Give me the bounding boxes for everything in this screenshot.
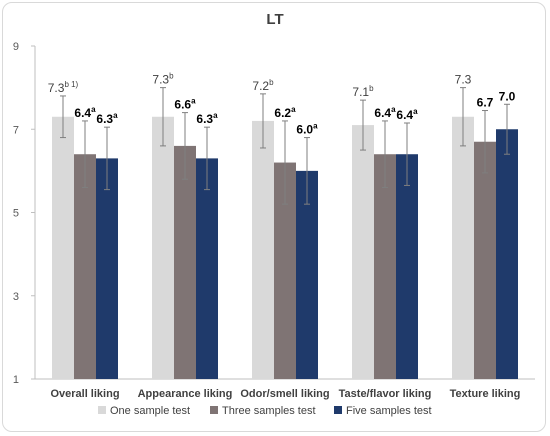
bar [474, 141, 496, 379]
data-label: 6.2a [274, 105, 296, 120]
error-bar [482, 110, 488, 174]
data-label: 6.4a [74, 105, 96, 120]
bar [352, 125, 374, 380]
legend-item: Three samples test [210, 405, 316, 417]
error-bar [204, 126, 210, 191]
significance-superscript: a [191, 97, 196, 106]
category-label: Odor/smell liking [240, 388, 329, 400]
significance-superscript: b [269, 78, 274, 87]
bar [452, 116, 474, 379]
significance-superscript: a [91, 105, 96, 114]
bar [152, 116, 174, 379]
axes: 1 3 5 7 9 Overall liking Appearance liking Odor… [13, 41, 535, 400]
error-bar [382, 120, 388, 189]
error-bar [160, 87, 166, 147]
data-label: 7.3b [152, 72, 174, 87]
legend-label: Five samples test [346, 405, 432, 417]
error-bar [304, 137, 310, 205]
bar [174, 145, 196, 379]
significance-superscript: a [291, 105, 296, 114]
bar [396, 154, 418, 379]
category-label: Appearance liking [138, 388, 233, 400]
error-bar [260, 93, 266, 149]
bar [74, 154, 96, 379]
legend-label: One sample test [110, 405, 190, 417]
data-label: 6.6a [174, 97, 196, 112]
bar [296, 170, 318, 379]
data-labels-group: 7.3b 1)6.4a6.3a7.3b6.6a6.3a7.2b6.2a6.0a7… [48, 72, 516, 137]
data-label: 6.3a [196, 111, 218, 126]
significance-superscript: a [413, 107, 418, 116]
data-label: 7.2b [252, 78, 274, 93]
y-tick-label: 3 [13, 291, 19, 303]
significance-superscript: b [169, 72, 174, 81]
significance-superscript: b [369, 84, 374, 93]
error-bar [60, 95, 66, 139]
legend-swatch [98, 406, 106, 414]
legend-swatch [210, 406, 218, 414]
y-tick-label: 9 [13, 41, 19, 53]
category-label: Overall liking [50, 388, 119, 400]
data-label: 7.3 [455, 73, 472, 87]
significance-superscript: a [313, 122, 318, 131]
legend-item: Five samples test [334, 405, 432, 417]
significance-superscript: a [113, 111, 118, 120]
data-label: 7.3b 1) [48, 80, 79, 95]
error-bar [460, 87, 466, 147]
significance-superscript: a [391, 105, 396, 114]
bars-group [52, 87, 518, 380]
bar [52, 116, 74, 379]
legend-label: Three samples test [222, 405, 316, 417]
data-label: 7.1b [352, 84, 374, 99]
legend-swatch [334, 406, 342, 414]
data-label: 7.0 [499, 89, 516, 103]
error-bar [104, 126, 110, 191]
legend-item: One sample test [98, 405, 190, 417]
data-label: 6.0a [296, 122, 318, 137]
legend: One sample test Three samples test Five sa… [98, 405, 432, 417]
y-tick-label: 1 [13, 374, 19, 386]
error-bar [82, 120, 88, 189]
significance-superscript: a [213, 111, 218, 120]
category-label: Taste/flavor liking [339, 388, 432, 400]
error-bar [282, 120, 288, 205]
y-tick-label: 5 [13, 208, 19, 220]
error-bar [404, 122, 410, 186]
data-label: 6.3a [96, 111, 118, 126]
error-bar [182, 112, 188, 180]
category-label: Texture liking [450, 388, 521, 400]
bar [196, 158, 218, 379]
error-bar [360, 99, 366, 151]
data-label: 6.4a [374, 105, 396, 120]
data-label: 6.7 [477, 96, 494, 110]
bar [96, 158, 118, 379]
y-tick-label: 7 [13, 124, 19, 136]
significance-superscript: b 1) [64, 80, 78, 89]
data-label: 6.4a [396, 107, 418, 122]
error-bar [504, 103, 510, 155]
bar [252, 120, 274, 380]
bar [496, 129, 518, 379]
chart-title: LT [266, 11, 283, 28]
bar [274, 162, 296, 379]
bar [374, 154, 396, 379]
